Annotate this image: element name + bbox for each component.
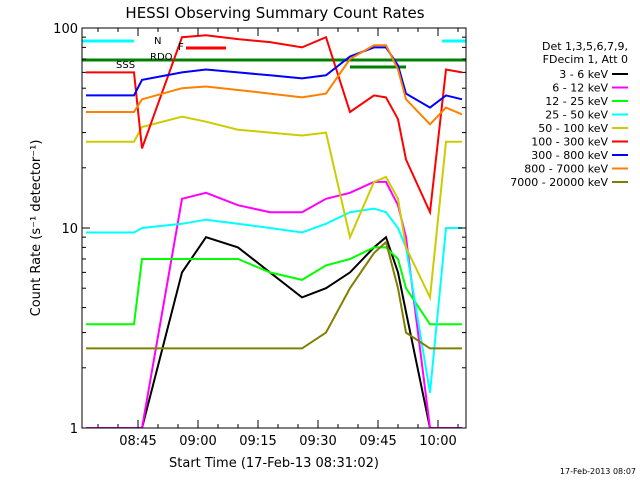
legend-entry-label: 800 - 7000 keV bbox=[524, 163, 608, 176]
flag-labels: N F RDO SSS bbox=[116, 36, 184, 71]
legend-entry-label: 300 - 800 keV bbox=[531, 149, 608, 162]
chart-title: HESSI Observing Summary Count Rates bbox=[125, 4, 424, 22]
series-line-8 bbox=[86, 44, 463, 126]
y-axis: 1 10 100 bbox=[53, 22, 466, 437]
series-line-5 bbox=[86, 115, 462, 302]
legend-entry-label: 12 - 25 keV bbox=[545, 95, 608, 108]
legend-entry-label: 6 - 12 keV bbox=[552, 82, 608, 95]
y-axis-label: Count Rate (s⁻¹ detector⁻¹) bbox=[29, 140, 44, 317]
x-tick-label: 09:00 bbox=[179, 434, 216, 449]
legend-header-line-1: Det 1,3,5,6,7,9, bbox=[542, 40, 628, 53]
legend-entry-label: 100 - 300 keV bbox=[531, 136, 608, 149]
legend-header-line-2: FDecim 1, Att 0 bbox=[543, 53, 628, 66]
flag-label-sss: SSS bbox=[116, 60, 135, 71]
flag-label-n: N bbox=[154, 36, 161, 47]
x-tick-label: 09:30 bbox=[299, 434, 336, 449]
series-lines bbox=[86, 34, 463, 428]
y-tick-label: 100 bbox=[53, 22, 78, 37]
y-tick-label: 1 bbox=[70, 422, 78, 437]
legend: Det 1,3,5,6,7,9, FDecim 1, Att 0 3 - 6 k… bbox=[510, 40, 628, 189]
x-tick-label: 10:00 bbox=[419, 434, 456, 449]
x-tick-label: 09:45 bbox=[359, 434, 396, 449]
series-line-1 bbox=[86, 235, 462, 428]
legend-entry-label: 25 - 50 keV bbox=[545, 109, 608, 122]
legend-entry-label: 3 - 6 keV bbox=[559, 68, 608, 81]
x-axis: 08:45 09:00 09:15 09:30 09:45 10:00 bbox=[97, 28, 459, 449]
series-line-9 bbox=[86, 240, 462, 350]
legend-entry-label: 7000 - 20000 keV bbox=[510, 176, 608, 189]
series-line-4 bbox=[86, 207, 462, 393]
series-line-2 bbox=[86, 180, 462, 428]
footer-timestamp: 17-Feb-2013 08:07 bbox=[560, 467, 636, 476]
x-tick-label: 09:15 bbox=[239, 434, 276, 449]
x-tick-label: 08:45 bbox=[119, 434, 156, 449]
x-axis-label: Start Time (17-Feb-13 08:31:02) bbox=[169, 456, 379, 471]
flag-label-f: F bbox=[178, 42, 184, 53]
series-line-7 bbox=[86, 46, 463, 109]
series-line-6 bbox=[86, 34, 463, 216]
flag-bars bbox=[82, 39, 466, 69]
y-tick-label: 10 bbox=[61, 222, 78, 237]
flag-label-rdo: RDO bbox=[150, 52, 173, 63]
legend-entry-label: 50 - 100 keV bbox=[538, 122, 608, 135]
